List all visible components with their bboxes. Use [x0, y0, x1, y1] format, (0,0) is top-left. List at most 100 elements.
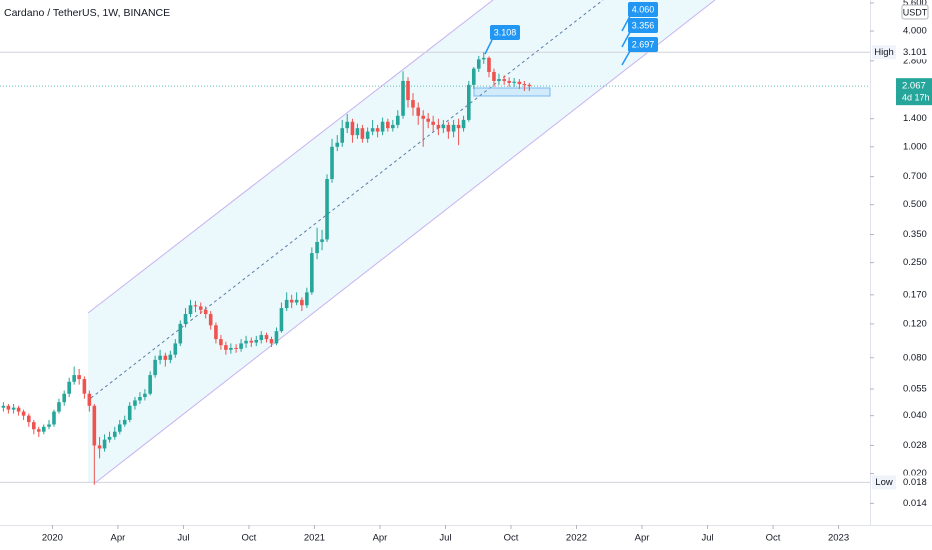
- candle-body: [239, 343, 243, 349]
- candle-body: [244, 340, 248, 344]
- candle-body: [406, 80, 410, 101]
- candle-body: [178, 323, 183, 344]
- candle-body: [234, 347, 238, 349]
- candle-body: [360, 128, 365, 139]
- candle-body: [401, 80, 405, 116]
- callout-pointer: [621, 15, 631, 32]
- candle-body: [219, 339, 223, 346]
- candle-body: [1, 405, 6, 408]
- candle-body: [41, 426, 46, 432]
- y-tick-label: 0.250: [903, 257, 927, 268]
- callout-box: [490, 25, 520, 40]
- price-line-value-box: [897, 45, 932, 60]
- candle-body: [138, 397, 142, 401]
- candle-body: [467, 84, 471, 120]
- candles: [1, 52, 532, 485]
- candle-body: [183, 314, 188, 324]
- y-axis: 5.600 4.000 2.800 1.400 1.000 0.700 0.500 0.350…: [870, 0, 932, 509]
- x-tick-label: Oct: [242, 533, 257, 544]
- x-tick-label: Jul: [701, 533, 713, 544]
- callout-pointer: [621, 31, 631, 48]
- candle-body: [153, 359, 157, 376]
- x-tick-label: 2021: [304, 533, 325, 544]
- y-tick-label: 0.700: [903, 171, 927, 182]
- candle-body: [471, 68, 476, 85]
- candle-body: [143, 393, 147, 398]
- callout-box: [628, 18, 658, 33]
- y-tick-label: 0.080: [903, 352, 927, 363]
- y-tick-label: 1.400: [903, 113, 927, 124]
- candle-body: [289, 299, 294, 303]
- candle-body: [411, 100, 415, 108]
- candle-body: [148, 375, 152, 394]
- price-line-value: 0.018: [903, 477, 927, 488]
- candle-body: [77, 375, 81, 380]
- candle-body: [522, 84, 527, 86]
- candle-body: [224, 345, 228, 350]
- candle-body: [117, 424, 122, 432]
- callout-box: [628, 2, 658, 17]
- candle-body: [163, 355, 168, 360]
- candle-body: [300, 299, 304, 306]
- candle-body: [436, 124, 441, 129]
- candle-body: [133, 400, 137, 406]
- range-box: [473, 87, 551, 97]
- candle-body: [350, 121, 355, 136]
- candle-body: [395, 115, 400, 125]
- price-line-tag: [872, 45, 896, 60]
- candle-body: [6, 405, 11, 410]
- y-tick-label: 0.020: [903, 468, 927, 479]
- candle-body: [21, 411, 26, 416]
- y-tick-label: 0.014: [903, 498, 927, 509]
- candle-body: [11, 407, 16, 410]
- callout: 4.060: [621, 2, 658, 32]
- channel-lower: [94, 0, 716, 484]
- candle-body: [67, 381, 71, 394]
- candle-body: [254, 339, 259, 343]
- candle-body: [320, 239, 324, 242]
- candle-body: [47, 424, 51, 427]
- channel-center: [90, 0, 604, 399]
- x-tick-label: Oct: [766, 533, 781, 544]
- y-tick-label: 0.040: [903, 410, 927, 421]
- x-tick-label: 2022: [566, 533, 587, 544]
- callout-text: 3.356: [632, 20, 655, 30]
- candle-body: [340, 128, 345, 143]
- candle-body: [97, 445, 102, 449]
- candle-body: [476, 59, 481, 69]
- candle-body: [92, 405, 97, 446]
- candle-body: [27, 415, 31, 423]
- candle-body: [62, 393, 67, 403]
- price-line-name: High: [874, 47, 894, 58]
- y-tick-label: 0.120: [903, 318, 927, 329]
- candle-body: [456, 124, 461, 129]
- callout: 3.356: [621, 18, 658, 48]
- candle-body: [421, 115, 426, 119]
- candle-body: [416, 107, 421, 116]
- candle-body: [370, 128, 375, 132]
- candle-body: [380, 121, 385, 132]
- candle-body: [451, 124, 456, 132]
- y-tick-label: 0.350: [903, 229, 927, 240]
- candle-body: [487, 57, 491, 72]
- candle-body: [294, 299, 299, 303]
- candle-body: [122, 419, 127, 425]
- channel-fill: [88, 0, 715, 483]
- y-tick-label: 1.000: [903, 141, 927, 152]
- price-line-value: 3.101: [903, 47, 927, 58]
- candle-body: [386, 121, 390, 129]
- candle-body: [158, 355, 162, 360]
- candle-body: [87, 393, 92, 406]
- candle-body: [481, 57, 486, 60]
- y-unit: USDT: [903, 7, 928, 17]
- x-tick-label: 2023: [828, 533, 849, 544]
- candle-body: [502, 79, 506, 81]
- candle-body: [507, 80, 511, 83]
- candle-body: [391, 124, 395, 129]
- candle-body: [517, 81, 522, 85]
- candle-body: [102, 439, 107, 449]
- candle-body: [259, 335, 264, 340]
- callout-pointer: [621, 50, 631, 66]
- candle-body: [32, 422, 36, 430]
- candle-body: [426, 118, 430, 122]
